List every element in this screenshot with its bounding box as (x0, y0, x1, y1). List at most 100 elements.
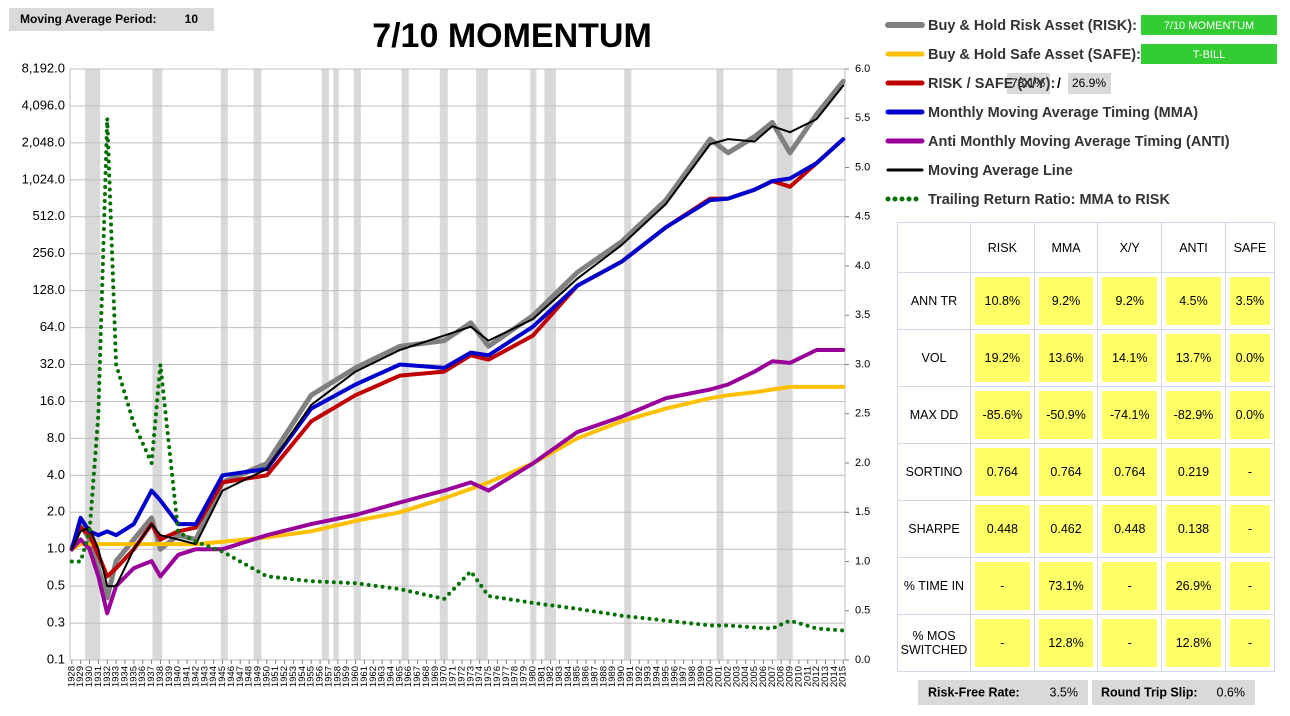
legend-label: Buy & Hold Risk Asset (RISK): (928, 18, 1137, 34)
row-label-text: % MOS SWITCHED (900, 629, 968, 657)
x-tick-label: 1987 (589, 666, 600, 687)
table-cell: 26.9% (1161, 557, 1226, 615)
x-tick-label: 1980 (527, 666, 538, 687)
x-tick-label: 1977 (501, 666, 512, 687)
y2-tick-label: 6.0 (855, 63, 870, 75)
y2-tick-label: 1.5 (855, 506, 870, 518)
table-cell: 12.8% (1033, 614, 1099, 672)
x-tick-label: 1964 (386, 666, 397, 687)
x-tick-label: 2012 (811, 666, 822, 687)
table-cell-text: 0.448 (975, 505, 1030, 553)
x-tick-label: 1957 (323, 666, 334, 687)
column-header-text: MMA (1051, 240, 1081, 255)
table-cell-text: 9.2% (1102, 277, 1158, 325)
y2-tick-label: 1.0 (855, 555, 870, 567)
x-tick-label: 1937 (146, 666, 157, 687)
y2-tick-label: 3.0 (855, 358, 870, 370)
row-label-text: VOL (921, 351, 947, 365)
table-cell: - (970, 614, 1035, 672)
table-cell-text: - (1229, 619, 1270, 667)
y-tick-label: 0.1 (47, 651, 65, 666)
table-cell-text: 4.5% (1166, 277, 1221, 325)
table-cell: 0.0% (1224, 386, 1276, 444)
x-tick-label: 1951 (270, 666, 281, 687)
table-cell: 3.5% (1224, 272, 1276, 330)
x-tick-label: 1985 (572, 666, 583, 687)
y2-tick-label: 2.0 (855, 457, 870, 469)
risk-asset-box (1141, 15, 1277, 35)
risk-weight-box (1007, 73, 1050, 94)
legend-label: RISK / SAFE (X/Y): (928, 76, 1055, 92)
row-label-text: SHARPE (908, 522, 960, 536)
table-cell: - (970, 557, 1035, 615)
y2-tick-label: 4.0 (855, 260, 870, 272)
x-tick-label: 2000 (705, 666, 716, 687)
x-tick-label: 1973 (465, 666, 476, 687)
x-tick-label: 1962 (368, 666, 379, 687)
x-tick-label: 1997 (678, 666, 689, 687)
table-cell: - (1224, 500, 1276, 558)
table-cell: -50.9% (1033, 386, 1099, 444)
slip-box (1092, 680, 1255, 705)
y-tick-label: 4.0 (47, 467, 65, 482)
x-tick-label: 1976 (492, 666, 503, 687)
table-cell-text: - (1102, 619, 1158, 667)
x-tick-label: 1978 (510, 666, 521, 687)
row-label-text: MAX DD (909, 408, 959, 422)
y2-tick-label: 5.0 (855, 161, 870, 173)
table-header: RISK MMA X/Y ANTI SAFE (897, 222, 1276, 273)
x-tick-label: 1986 (581, 666, 592, 687)
slip-value: 0.6% (1217, 685, 1246, 699)
table-cell: 0.764 (970, 443, 1035, 501)
x-tick-label: 1969 (430, 666, 441, 687)
risk-weight: 73.1% (1011, 76, 1045, 90)
column-header-text: SAFE (1233, 240, 1267, 255)
x-tick-label: 1967 (412, 666, 423, 687)
table-cell: 0.448 (1097, 500, 1163, 558)
series-line (69, 137, 846, 552)
y-tick-label: 16.0 (40, 393, 65, 408)
legend-label: Moving Average Line (928, 163, 1073, 179)
table-cell-text: 0.764 (1102, 448, 1158, 496)
x-tick-label: 1990 (616, 666, 627, 687)
y-tick-label: 256.0 (32, 245, 65, 260)
x-tick-label: 2008 (776, 666, 787, 687)
legend-label: Buy & Hold Safe Asset (SAFE): (928, 47, 1141, 63)
table-cell: 0.138 (1161, 500, 1226, 558)
table-cell-text: 0.0% (1229, 334, 1270, 382)
column-header-text: RISK (987, 240, 1017, 255)
x-tick-label: 1994 (652, 666, 663, 687)
chart-title: 7/10 MOMENTUM (372, 17, 652, 55)
safe-weight-box (1068, 73, 1111, 94)
x-tick-label: 1972 (456, 666, 467, 687)
column-header-text: X/Y (1119, 240, 1140, 255)
x-tick-label: 2002 (722, 666, 733, 687)
x-tick-label: 1938 (155, 666, 166, 687)
table-cell: 0.0% (1224, 329, 1276, 387)
x-tick-label: 1945 (217, 666, 228, 687)
x-tick-label: 1935 (128, 666, 139, 687)
table-cell: -85.6% (970, 386, 1035, 444)
table-cell-text: - (1229, 562, 1270, 610)
table-cell-text: 0.462 (1038, 505, 1094, 553)
x-tick-label: 1932 (102, 666, 113, 687)
x-tick-label: 2003 (731, 666, 742, 687)
x-tick-label: 1943 (199, 666, 210, 687)
table-cell: 14.1% (1097, 329, 1163, 387)
table-cell: 12.8% (1161, 614, 1226, 672)
table-cell-text: 73.1% (1038, 562, 1094, 610)
x-tick-label: 1981 (536, 666, 547, 687)
table-cell: - (1097, 557, 1163, 615)
x-tick-label: 1998 (687, 666, 698, 687)
table-cell-text: 0.448 (1102, 505, 1158, 553)
table-row: SHARPE 0.448 0.462 0.448 0.138- (897, 500, 1276, 558)
table-cell-text: - (975, 562, 1030, 610)
row-label-text: SORTINO (905, 465, 963, 479)
table-cell: 9.2% (1033, 272, 1099, 330)
table-cell-text: - (1229, 505, 1270, 553)
series-line (69, 384, 846, 552)
row-label: MAX DD (897, 386, 971, 444)
safe-asset-box (1141, 44, 1277, 64)
table-cell: 0.448 (970, 500, 1035, 558)
stats-table: RISK MMA X/Y ANTI SAFE ANN TR 10.8% 9.2% 9.2% 4.5… (897, 222, 1276, 672)
